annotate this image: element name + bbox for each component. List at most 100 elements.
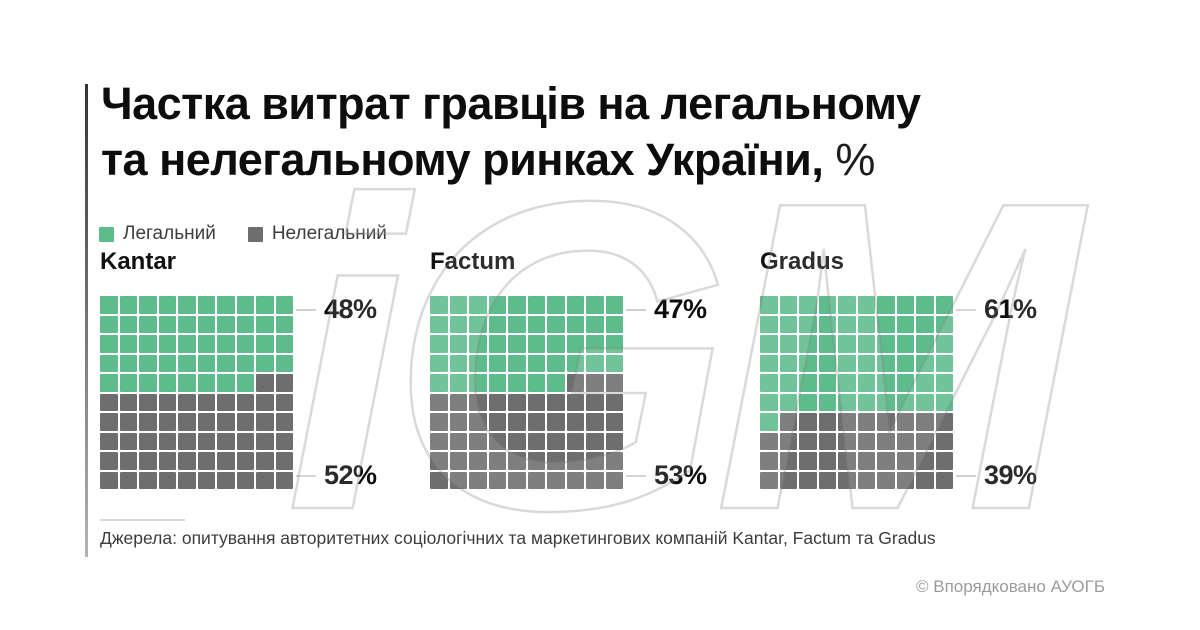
source-text: Джерела: опитування авторитетних соціоло…	[100, 528, 936, 548]
waffle-cell-illegal	[547, 452, 565, 470]
waffle-cell-illegal	[877, 413, 895, 431]
waffle-cell-illegal	[275, 432, 293, 450]
waffle-cell-legal	[449, 374, 467, 392]
waffle-grid-factum	[430, 296, 623, 489]
waffle-cell-illegal	[430, 452, 448, 470]
waffle-cell-legal	[430, 374, 448, 392]
waffle-cell-illegal	[527, 471, 545, 489]
waffle-chart-factum: Factum 47% 53%	[430, 248, 760, 490]
waffle-cell-illegal	[119, 452, 137, 470]
waffle-wrap: 48% 52%	[100, 294, 430, 491]
waffle-cell-illegal	[217, 471, 235, 489]
waffle-cell-illegal	[508, 432, 526, 450]
waffle-labels: 61% 39%	[953, 294, 1088, 491]
waffle-cell-illegal	[100, 393, 118, 411]
waffle-cell-legal	[236, 374, 254, 392]
waffle-cell-illegal	[197, 432, 215, 450]
waffle-cell-legal	[449, 296, 467, 314]
waffle-cell-illegal	[275, 471, 293, 489]
waffle-charts-row: Kantar 48% 52% Factum 47%	[100, 248, 1090, 491]
waffle-cell-illegal	[256, 393, 274, 411]
waffle-cell-legal	[158, 354, 176, 372]
illegal-share-label: 39%	[953, 460, 1037, 491]
waffle-cell-illegal	[586, 413, 604, 431]
waffle-cell-illegal	[256, 374, 274, 392]
waffle-cell-illegal	[760, 471, 778, 489]
label-tick	[296, 474, 316, 477]
waffle-cell-illegal	[838, 471, 856, 489]
illegal-color-swatch	[247, 226, 263, 242]
waffle-cell-illegal	[916, 432, 934, 450]
waffle-cell-legal	[586, 315, 604, 333]
waffle-cell-illegal	[818, 471, 836, 489]
waffle-cell-illegal	[469, 413, 487, 431]
title-percent-suffix: %	[835, 134, 875, 185]
waffle-cell-legal	[508, 335, 526, 353]
waffle-cell-legal	[469, 296, 487, 314]
waffle-cell-legal	[256, 315, 274, 333]
waffle-cell-legal	[236, 296, 254, 314]
waffle-cell-legal	[139, 374, 157, 392]
waffle-cell-illegal	[256, 452, 274, 470]
waffle-cell-legal	[779, 335, 797, 353]
page-title: Частка витрат гравців на легальному та н…	[101, 76, 921, 188]
waffle-cell-legal	[586, 296, 604, 314]
waffle-cell-illegal	[799, 432, 817, 450]
legend-label-legal: Легальний	[123, 223, 216, 244]
waffle-cell-legal	[916, 374, 934, 392]
waffle-cell-legal	[779, 315, 797, 333]
waffle-cell-legal	[877, 335, 895, 353]
waffle-cell-legal	[217, 374, 235, 392]
waffle-cell-legal	[158, 335, 176, 353]
waffle-cell-illegal	[527, 452, 545, 470]
waffle-cell-legal	[119, 296, 137, 314]
illegal-share-label: 52%	[293, 460, 377, 491]
waffle-cell-legal	[508, 354, 526, 372]
waffle-cell-illegal	[779, 471, 797, 489]
waffle-cell-illegal	[139, 452, 157, 470]
waffle-cell-illegal	[547, 432, 565, 450]
waffle-cell-legal	[818, 335, 836, 353]
waffle-cell-illegal	[119, 393, 137, 411]
waffle-cell-illegal	[100, 413, 118, 431]
waffle-cell-legal	[877, 354, 895, 372]
waffle-cell-legal	[547, 315, 565, 333]
waffle-cell-legal	[818, 296, 836, 314]
waffle-cell-legal	[488, 315, 506, 333]
waffle-cell-illegal	[139, 393, 157, 411]
waffle-cell-illegal	[527, 393, 545, 411]
waffle-cell-illegal	[236, 432, 254, 450]
waffle-cell-illegal	[605, 432, 623, 450]
waffle-cell-illegal	[760, 432, 778, 450]
waffle-cell-legal	[566, 335, 584, 353]
legal-share-value: 47%	[654, 294, 707, 324]
title-line-1: Частка витрат гравців на легальному	[101, 78, 921, 129]
waffle-cell-legal	[449, 354, 467, 372]
waffle-cell-illegal	[838, 432, 856, 450]
waffle-cell-illegal	[449, 432, 467, 450]
waffle-cell-legal	[178, 374, 196, 392]
waffle-cell-legal	[760, 413, 778, 431]
waffle-cell-legal	[566, 315, 584, 333]
waffle-cell-legal	[508, 296, 526, 314]
label-tick	[956, 308, 976, 311]
waffle-cell-illegal	[838, 413, 856, 431]
waffle-cell-illegal	[857, 471, 875, 489]
waffle-cell-legal	[197, 374, 215, 392]
waffle-cell-legal	[469, 315, 487, 333]
waffle-cell-legal	[430, 296, 448, 314]
legend-item-illegal: Нелегальний	[247, 223, 387, 245]
waffle-cell-legal	[158, 315, 176, 333]
waffle-cell-legal	[877, 393, 895, 411]
waffle-cell-legal	[760, 393, 778, 411]
waffle-cell-illegal	[779, 432, 797, 450]
waffle-cell-illegal	[217, 393, 235, 411]
waffle-cell-legal	[935, 296, 953, 314]
waffle-cell-illegal	[488, 471, 506, 489]
waffle-cell-illegal	[119, 432, 137, 450]
waffle-cell-illegal	[896, 471, 914, 489]
waffle-cell-legal	[430, 335, 448, 353]
waffle-cell-illegal	[469, 471, 487, 489]
waffle-cell-illegal	[935, 452, 953, 470]
waffle-cell-legal	[197, 335, 215, 353]
